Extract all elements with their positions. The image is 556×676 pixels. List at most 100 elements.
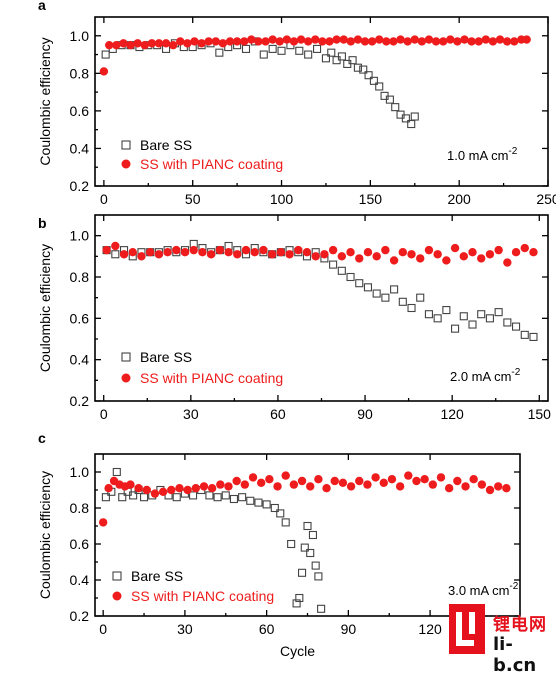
point-bare-ss <box>369 76 378 85</box>
point-pianc-coating <box>294 245 303 255</box>
point-pianc-coating <box>158 487 168 496</box>
data-points <box>102 239 538 341</box>
point-pianc-coating <box>232 37 242 46</box>
point-pianc-coating <box>275 37 284 46</box>
point-pianc-coating <box>502 484 511 493</box>
point-pianc-coating <box>481 35 491 44</box>
point-pianc-coating <box>353 35 363 44</box>
point-bare-ss <box>459 312 468 321</box>
panel-letter: a <box>38 0 46 13</box>
point-pianc-coating <box>99 67 109 76</box>
point-pianc-coating <box>145 248 155 257</box>
point-bare-ss <box>398 297 407 306</box>
x-tick-label: 90 <box>341 621 357 637</box>
point-bare-ss <box>401 114 410 123</box>
point-pianc-coating <box>459 252 468 261</box>
point-pianc-coating <box>416 254 425 263</box>
panel-c: 0 30 60 90 120 0.2 0.4 0.6 0.8 1.0 Coulombic effic… <box>37 430 521 659</box>
point-bare-ss <box>295 593 304 603</box>
point-bare-ss <box>353 63 362 72</box>
point-bare-ss <box>112 467 121 477</box>
point-bare-ss <box>254 498 263 507</box>
point-bare-ss <box>298 568 307 577</box>
point-pianc-coating <box>485 250 495 259</box>
point-pianc-coating <box>199 482 209 491</box>
point-pianc-coating <box>154 250 164 259</box>
point-bare-ss <box>303 521 312 531</box>
point-pianc-coating <box>276 248 286 257</box>
point-pianc-coating <box>224 482 233 491</box>
point-pianc-coating <box>453 37 462 46</box>
x-tick-label: 0 <box>99 621 107 637</box>
point-pianc-coating <box>163 248 172 257</box>
point-pianc-coating <box>281 471 290 480</box>
data-points <box>98 467 511 613</box>
point-pianc-coating <box>140 40 149 50</box>
point-pianc-coating <box>495 35 505 44</box>
panel-letter: c <box>38 430 46 446</box>
x-tick-label: 120 <box>418 621 442 637</box>
point-pianc-coating <box>332 35 341 44</box>
point-pianc-coating <box>395 482 405 491</box>
point-bare-ss <box>229 494 238 504</box>
point-pianc-coating <box>248 473 258 482</box>
point-bare-ss <box>442 306 451 315</box>
point-pianc-coating <box>398 248 408 257</box>
point-pianc-coating <box>306 482 315 491</box>
point-bare-ss <box>313 44 322 53</box>
point-pianc-coating <box>211 37 220 46</box>
point-pianc-coating <box>147 39 157 48</box>
point-pianc-coating <box>137 252 146 261</box>
y-tick-label: 0.4 <box>70 572 90 588</box>
legend-label-pianc: SS with PIANC coating <box>131 588 274 604</box>
point-bare-ss <box>375 82 384 91</box>
point-bare-ss <box>308 530 317 540</box>
point-pianc-coating <box>511 248 521 257</box>
point-bare-ss <box>327 48 336 57</box>
point-pianc-coating <box>296 35 306 44</box>
x-tick-label: 30 <box>177 621 193 637</box>
x-tick-label: 30 <box>183 406 199 422</box>
point-pianc-coating <box>520 243 529 253</box>
y-tick-label: 0.2 <box>70 393 90 409</box>
legend-label-bare-ss: Bare SS <box>140 137 192 153</box>
point-pianc-coating <box>218 39 228 48</box>
point-bare-ss <box>270 503 279 513</box>
point-pianc-coating <box>207 484 217 493</box>
point-bare-ss <box>317 604 326 613</box>
point-bare-ss <box>485 314 494 323</box>
point-pianc-coating <box>474 37 483 46</box>
point-pianc-coating <box>424 245 434 255</box>
point-bare-ss <box>300 543 309 552</box>
point-pianc-coating <box>175 484 184 493</box>
point-bare-ss <box>189 491 198 500</box>
point-bare-ss <box>268 44 277 53</box>
point-pianc-coating <box>176 37 185 46</box>
point-pianc-coating <box>311 252 320 261</box>
point-pianc-coating <box>180 248 190 257</box>
point-pianc-coating <box>360 37 370 46</box>
y-axis-label: Coulombic efficiency <box>37 471 53 599</box>
y-tick-label: 0.8 <box>70 65 90 81</box>
current-density-label: 2.0 mA cm-2 <box>450 367 521 384</box>
panel-letter: b <box>38 215 47 231</box>
point-pianc-coating <box>150 489 160 498</box>
y-tick-label: 0.6 <box>70 536 90 552</box>
point-bare-ss <box>238 493 247 502</box>
point-pianc-coating <box>346 482 356 491</box>
point-pianc-coating <box>102 245 111 255</box>
point-bare-ss <box>329 260 338 269</box>
point-pianc-coating <box>325 37 334 46</box>
point-pianc-coating <box>259 245 268 255</box>
point-pianc-coating <box>134 484 143 493</box>
x-tick-label: 0 <box>100 191 108 207</box>
point-pianc-coating <box>126 40 135 50</box>
y-tick-label: 1.0 <box>70 28 90 44</box>
point-pianc-coating <box>420 475 429 484</box>
point-pianc-coating <box>318 37 327 46</box>
point-pianc-coating <box>133 39 142 48</box>
point-bare-ss <box>118 493 127 502</box>
point-pianc-coating <box>168 40 178 50</box>
point-bare-ss <box>241 44 251 53</box>
point-pianc-coating <box>289 480 299 489</box>
